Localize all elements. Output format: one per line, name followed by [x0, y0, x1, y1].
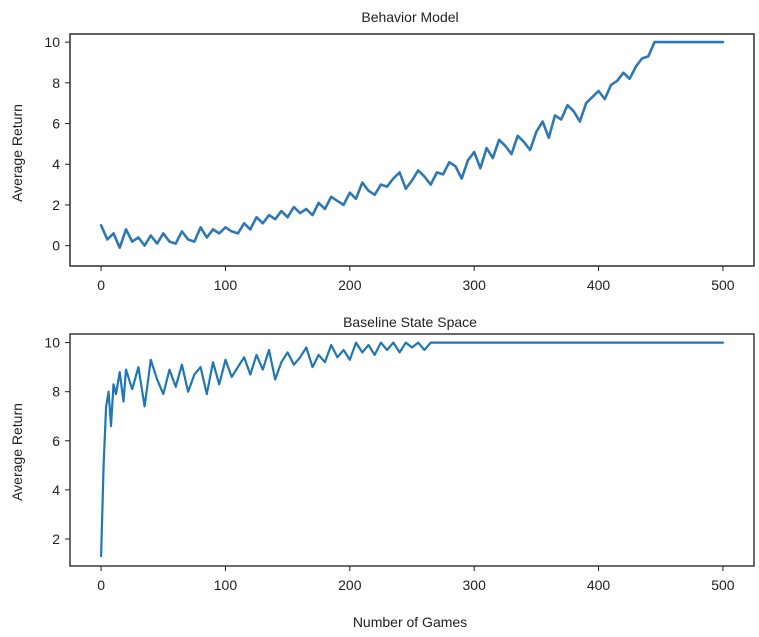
x-tick-label: 200	[338, 277, 362, 293]
y-tick-label: 10	[44, 335, 60, 351]
panel-title: Behavior Model	[361, 9, 458, 25]
x-tick-label: 400	[587, 277, 611, 293]
y-axis-label: Average Return	[9, 104, 25, 202]
y-tick-label: 2	[52, 531, 60, 547]
x-axis-label: Number of Games	[353, 614, 467, 630]
y-tick-label: 10	[44, 34, 60, 50]
x-tick-label: 100	[214, 277, 238, 293]
plot-frame	[69, 33, 755, 267]
y-tick-label: 4	[52, 156, 60, 172]
y-tick-label: 8	[52, 75, 60, 91]
panel-title: Baseline State Space	[343, 314, 477, 330]
x-tick-label: 300	[463, 277, 487, 293]
series-line	[99, 341, 725, 558]
x-tick-label: 500	[711, 277, 735, 293]
y-tick-label: 6	[52, 116, 60, 132]
x-tick-label: 0	[97, 277, 105, 293]
x-tick-label: 0	[97, 577, 105, 593]
y-tick-label: 6	[52, 433, 60, 449]
series-line	[99, 40, 725, 249]
x-tick-label: 300	[463, 577, 487, 593]
y-tick-label: 8	[52, 384, 60, 400]
x-tick-label: 500	[711, 577, 735, 593]
panel-baseline-state-space: Baseline State Space Average Return Numb…	[9, 314, 755, 630]
y-tick-label: 4	[52, 482, 60, 498]
x-tick-label: 100	[214, 577, 238, 593]
y-tick-label: 2	[52, 197, 60, 213]
x-tick-label: 200	[338, 577, 362, 593]
y-axis-label: Average Return	[9, 403, 25, 501]
x-tick-label: 400	[587, 577, 611, 593]
y-tick-label: 0	[52, 238, 60, 254]
plot-frame	[69, 333, 755, 567]
